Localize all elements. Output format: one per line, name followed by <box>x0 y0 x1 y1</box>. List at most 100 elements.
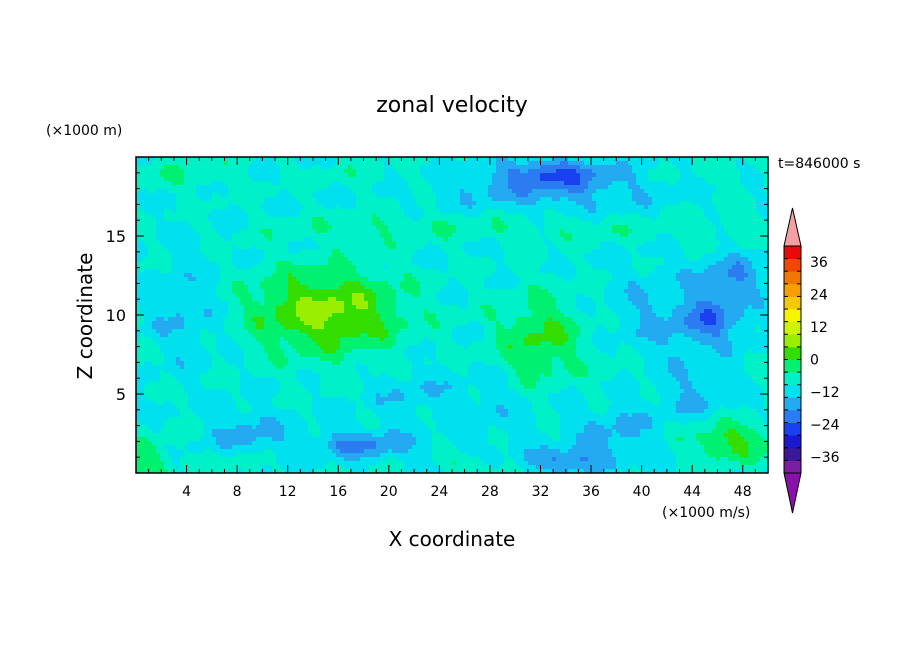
field-cell <box>236 169 241 174</box>
field-cell <box>708 173 713 178</box>
field-cell <box>432 217 437 222</box>
field-cell <box>432 245 437 250</box>
field-cell <box>256 221 261 226</box>
field-cell <box>400 253 405 258</box>
field-cell <box>264 201 269 206</box>
field-cell <box>360 157 365 162</box>
field-cell <box>328 265 333 270</box>
field-cell <box>688 169 693 174</box>
field-cell <box>596 261 601 266</box>
field-cell <box>312 161 317 166</box>
field-cell <box>508 225 513 230</box>
field-cell <box>248 205 253 210</box>
field-cell <box>160 173 165 178</box>
field-cell <box>148 157 153 162</box>
field-cell <box>420 281 425 286</box>
field-cell <box>428 189 433 194</box>
field-cell <box>500 185 505 190</box>
field-cell <box>556 177 561 182</box>
field-cell <box>600 173 605 178</box>
field-cell <box>608 225 613 230</box>
field-cell <box>652 185 657 190</box>
field-cell <box>320 269 325 274</box>
field-cell <box>408 237 413 242</box>
field-cell <box>608 173 613 178</box>
field-cell <box>644 257 649 262</box>
field-cell <box>224 237 229 242</box>
field-cell <box>628 161 633 166</box>
field-cell <box>308 161 313 166</box>
field-cell <box>160 257 165 262</box>
field-cell <box>544 225 549 230</box>
field-cell <box>672 229 677 234</box>
field-cell <box>460 157 465 162</box>
field-cell <box>284 257 289 262</box>
field-cell <box>212 265 217 270</box>
field-cell <box>328 205 333 210</box>
velocity-field <box>136 157 768 473</box>
field-cell <box>220 181 225 186</box>
field-cell <box>412 265 417 270</box>
field-cell <box>476 221 481 226</box>
field-cell <box>516 245 521 250</box>
field-cell <box>372 185 377 190</box>
field-cell <box>324 177 329 182</box>
field-cell <box>664 233 669 238</box>
field-cell <box>416 213 421 218</box>
field-cell <box>408 177 413 182</box>
field-cell <box>360 173 365 178</box>
field-cell <box>172 193 177 198</box>
field-cell <box>212 229 217 234</box>
field-cell <box>512 253 517 258</box>
field-cell <box>152 265 157 270</box>
field-cell <box>764 217 768 222</box>
field-cell <box>372 249 377 254</box>
field-cell <box>212 173 217 178</box>
field-cell <box>588 193 593 198</box>
field-cell <box>632 157 637 162</box>
field-cell <box>748 261 753 266</box>
field-cell <box>560 189 565 194</box>
field-cell <box>484 189 489 194</box>
field-cell <box>212 185 217 190</box>
field-cell <box>528 205 533 210</box>
field-cell <box>364 181 369 186</box>
field-cell <box>600 189 605 194</box>
field-cell <box>412 225 417 230</box>
field-cell <box>256 265 261 270</box>
field-cell <box>480 221 485 226</box>
field-cell <box>264 165 269 170</box>
field-cell <box>476 157 481 162</box>
field-cell <box>624 237 629 242</box>
field-cell <box>632 229 637 234</box>
field-cell <box>504 197 509 202</box>
field-cell <box>668 237 673 242</box>
field-cell <box>244 185 249 190</box>
field-cell <box>300 241 305 246</box>
field-cell <box>544 249 549 254</box>
field-cell <box>516 229 521 234</box>
field-cell <box>760 189 765 194</box>
field-cell <box>652 193 657 198</box>
field-cell <box>740 189 745 194</box>
field-cell <box>264 189 269 194</box>
field-cell <box>484 213 489 218</box>
field-cell <box>452 197 457 202</box>
field-cell <box>432 173 437 178</box>
field-cell <box>232 245 237 250</box>
field-cell <box>588 209 593 214</box>
field-cell <box>412 205 417 210</box>
field-cell <box>756 193 761 198</box>
field-cell <box>276 209 281 214</box>
field-cell <box>400 185 405 190</box>
field-cell <box>752 201 757 206</box>
field-cell <box>216 265 221 270</box>
field-cell <box>320 245 325 250</box>
field-cell <box>524 193 529 198</box>
field-cell <box>328 261 333 266</box>
field-cell <box>404 273 409 278</box>
field-cell <box>688 253 693 258</box>
field-cell <box>568 165 573 170</box>
field-cell <box>760 217 765 222</box>
field-cell <box>264 221 269 226</box>
